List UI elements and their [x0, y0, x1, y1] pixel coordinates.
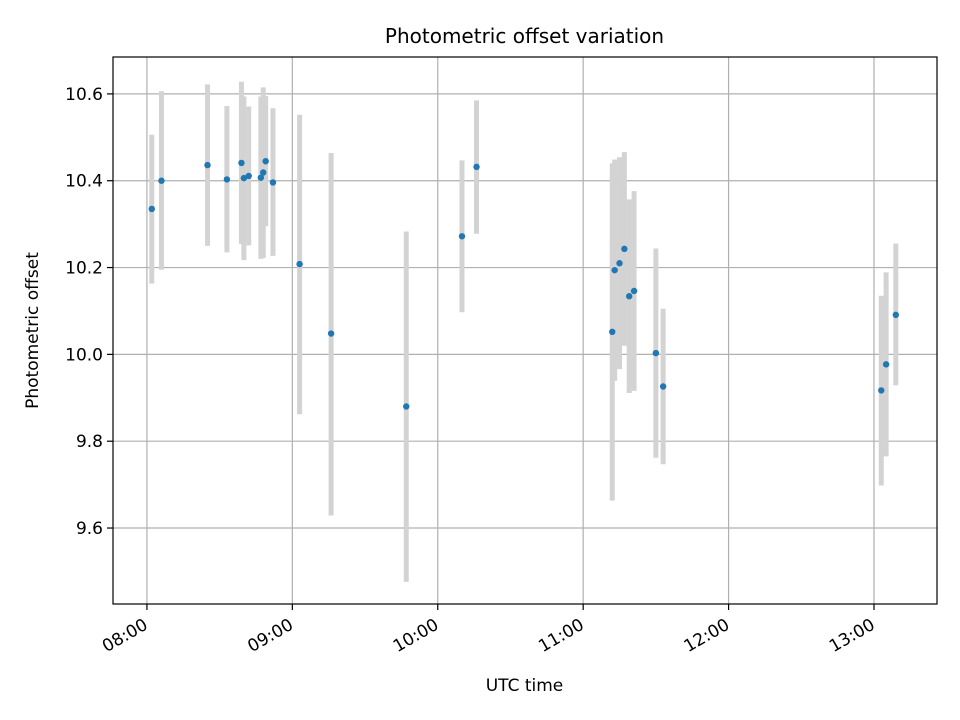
data-point: [878, 387, 885, 394]
data-point: [621, 245, 628, 253]
data-point: [652, 349, 660, 357]
data-point: [403, 403, 410, 410]
data-point: [609, 328, 616, 336]
y-tick-label: 10.2: [65, 259, 103, 279]
data-point: [659, 383, 667, 390]
data-point: [240, 174, 248, 182]
data-point: [892, 311, 899, 319]
y-axis: 9.6 9.8 10.0 10.2 10.4 10.6: [65, 85, 113, 539]
data-point: [223, 176, 231, 183]
y-tick-label: 10.4: [65, 172, 103, 192]
data-point: [882, 361, 890, 368]
data-point: [245, 172, 252, 180]
data-point: [257, 174, 265, 181]
data-points: [148, 157, 899, 410]
data-point: [158, 177, 165, 184]
y-axis-label: Photometric offset: [23, 252, 43, 409]
data-point: [262, 157, 269, 165]
data-point: [238, 159, 245, 167]
y-tick-label: 9.6: [76, 519, 103, 539]
plot-frame: [112, 56, 938, 605]
data-point: [260, 169, 267, 176]
data-point: [611, 266, 618, 274]
chart-title: Photometric offset variation: [385, 24, 664, 48]
y-tick-label: 10.0: [65, 345, 103, 365]
data-point: [616, 260, 623, 267]
y-tick-label: 9.8: [76, 432, 103, 452]
data-point: [296, 260, 303, 268]
data-point: [630, 287, 638, 295]
data-point: [473, 163, 480, 171]
data-point: [327, 330, 335, 337]
data-point: [269, 179, 277, 186]
x-axis-label: UTC time: [486, 676, 564, 696]
data-point: [204, 161, 211, 169]
data-point: [458, 233, 466, 240]
data-point: [626, 293, 633, 300]
y-tick-label: 10.6: [65, 85, 103, 105]
data-point: [148, 205, 155, 213]
